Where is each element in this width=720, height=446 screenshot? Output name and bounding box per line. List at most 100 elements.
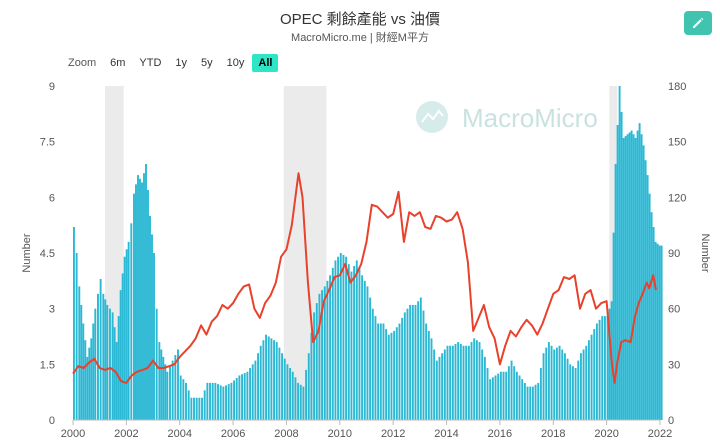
- capacity-bar: [449, 345, 452, 420]
- capacity-bar: [646, 175, 649, 420]
- capacity-bar: [505, 371, 508, 420]
- capacity-bar: [425, 323, 428, 420]
- capacity-bar: [162, 356, 165, 420]
- capacity-bar: [433, 349, 436, 420]
- capacity-bar: [257, 353, 260, 420]
- capacity-bar: [385, 329, 388, 420]
- capacity-bar: [510, 360, 513, 420]
- zoom-ytd-button[interactable]: YTD: [139, 57, 162, 69]
- capacity-bar: [246, 371, 249, 420]
- capacity-bar: [281, 353, 284, 420]
- capacity-bar: [486, 368, 489, 420]
- capacity-bar: [198, 397, 201, 420]
- capacity-bar: [313, 312, 316, 420]
- capacity-bar: [97, 293, 99, 420]
- capacity-bar: [531, 386, 534, 420]
- capacity-bar: [454, 343, 457, 420]
- capacity-bar: [430, 338, 433, 420]
- capacity-bar: [214, 382, 217, 420]
- capacity-bar: [158, 342, 161, 420]
- capacity-bar: [507, 366, 510, 420]
- capacity-bar: [569, 364, 572, 420]
- capacity-bar: [435, 360, 438, 420]
- capacity-bar: [587, 340, 590, 420]
- capacity-bar: [149, 215, 151, 420]
- capacity-bar: [377, 323, 380, 420]
- edit-button[interactable]: [684, 11, 712, 35]
- zoom-6m-button[interactable]: 6m: [110, 57, 126, 69]
- capacity-bar: [618, 86, 621, 420]
- y-right-tick-label: 120: [668, 192, 686, 204]
- capacity-bar: [337, 256, 340, 420]
- x-tick-label: 2018: [541, 428, 565, 440]
- capacity-bar: [299, 384, 302, 420]
- capacity-bar: [331, 267, 334, 420]
- capacity-bar: [626, 134, 629, 420]
- capacity-bar: [574, 368, 577, 420]
- capacity-bar: [243, 372, 246, 420]
- capacity-bar: [612, 232, 615, 420]
- capacity-bar: [601, 316, 604, 420]
- capacity-bar: [182, 379, 185, 420]
- capacity-bar: [326, 280, 329, 420]
- capacity-bar: [624, 136, 627, 420]
- capacity-bar: [553, 349, 556, 420]
- x-tick-label: 2010: [328, 428, 352, 440]
- y-right-tick-label: 30: [668, 359, 680, 371]
- capacity-bar: [73, 227, 75, 420]
- capacity-bar: [254, 360, 257, 420]
- capacity-bar: [561, 349, 564, 420]
- capacity-bar: [497, 373, 500, 420]
- capacity-bar: [630, 130, 633, 421]
- capacity-bar: [529, 386, 532, 420]
- capacity-bar: [537, 382, 540, 420]
- capacity-bar: [195, 397, 198, 420]
- pencil-icon: [693, 17, 704, 28]
- capacity-bar: [393, 330, 396, 420]
- zoom-1y-button[interactable]: 1y: [175, 57, 188, 69]
- capacity-bar: [585, 345, 588, 420]
- page-title: OPEC 剩餘產能 vs 油價: [279, 11, 440, 28]
- capacity-bar: [422, 310, 425, 420]
- y-right-tick-label: 90: [668, 248, 680, 260]
- capacity-bar: [350, 271, 353, 420]
- capacity-bar: [291, 371, 294, 420]
- zoom-10y-button[interactable]: 10y: [226, 57, 245, 69]
- y-left-axis-title: Number: [21, 233, 33, 272]
- capacity-bar: [590, 334, 593, 420]
- capacity-bar: [153, 253, 155, 420]
- capacity-bar: [417, 301, 420, 420]
- zoom-all-button[interactable]: All: [252, 54, 279, 72]
- capacity-bar: [642, 145, 645, 420]
- capacity-bar: [363, 280, 366, 420]
- capacity-bar: [547, 342, 550, 420]
- y-right-tick-label: 180: [668, 81, 686, 93]
- capacity-bar: [102, 293, 105, 420]
- capacity-bar: [139, 178, 141, 420]
- capacity-bar: [656, 243, 659, 420]
- capacity-bar: [203, 390, 206, 420]
- capacity-bar: [143, 173, 145, 420]
- zoom-toolbar: Zoom 6m YTD 1y 5y 10y All: [68, 53, 280, 73]
- capacity-bar: [273, 340, 276, 420]
- capacity-bar: [323, 286, 326, 420]
- capacity-bar: [353, 265, 356, 420]
- x-tick-label: 2016: [488, 428, 512, 440]
- capacity-bar: [387, 334, 390, 420]
- capacity-bar: [406, 308, 409, 420]
- capacity-bar: [211, 382, 214, 420]
- capacity-bar: [305, 369, 308, 420]
- capacity-bar: [658, 245, 661, 420]
- y-left-tick-label: 0: [49, 415, 55, 427]
- capacity-bar: [513, 366, 516, 420]
- zoom-5y-button[interactable]: 5y: [201, 57, 213, 69]
- capacity-bar: [473, 338, 476, 420]
- capacity-bar: [259, 345, 262, 420]
- capacity-bar: [217, 384, 219, 420]
- capacity-bar: [606, 316, 609, 420]
- capacity-bar: [302, 386, 305, 420]
- capacity-bar: [427, 330, 430, 420]
- capacity-bar: [342, 254, 345, 420]
- capacity-bar: [374, 316, 377, 420]
